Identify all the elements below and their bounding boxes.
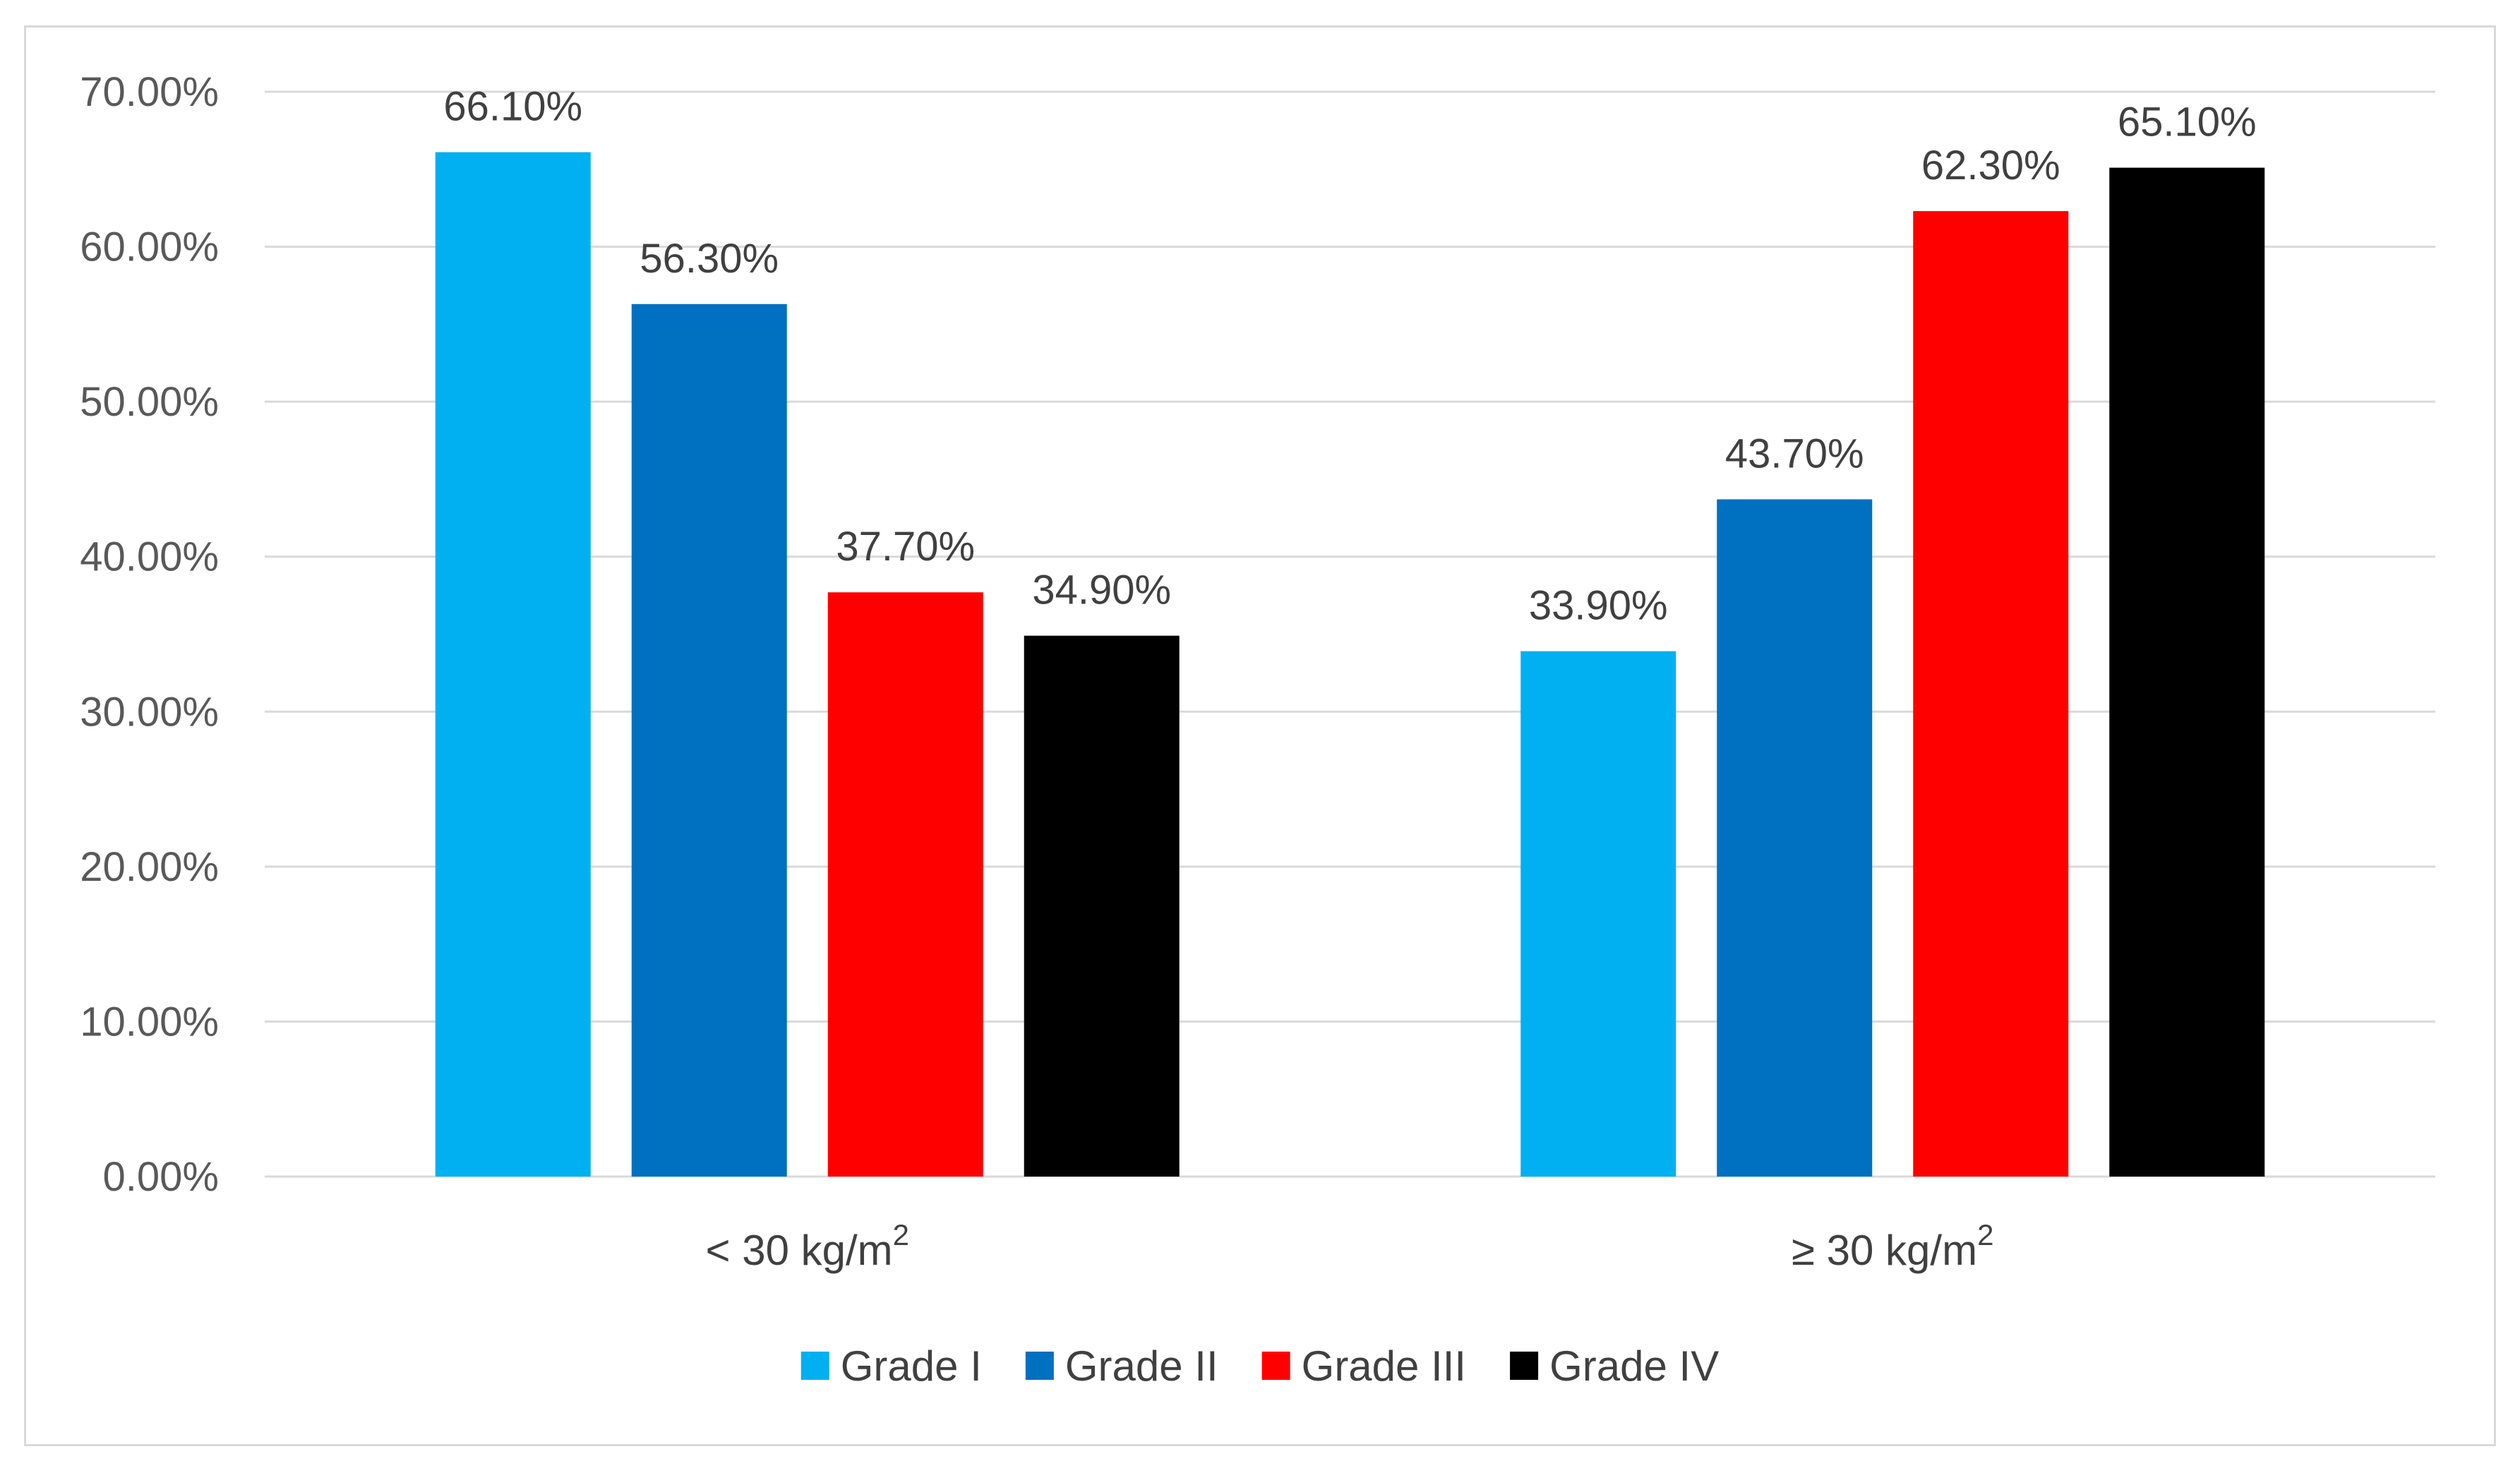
- data-label: 56.30%: [640, 236, 779, 282]
- bar-grade-i-cat-1: [1520, 651, 1676, 1177]
- y-tick-label: 20.00%: [80, 844, 219, 890]
- data-label: 62.30%: [1921, 143, 2060, 188]
- legend-label: Grade I: [841, 1342, 982, 1390]
- bar-grade-ii-cat-0: [631, 303, 787, 1177]
- legend-swatch: [1510, 1352, 1539, 1380]
- legend-swatch: [1025, 1352, 1054, 1380]
- y-tick-label: 30.00%: [80, 689, 219, 735]
- x-axis-category-labels: < 30 kg/m2 ≥ 30 kg/m2: [706, 1218, 1994, 1274]
- data-labels: 66.10% 56.30% 37.70% 34.90% 33.90% 43.70% 62.3…: [443, 84, 2256, 629]
- gridlines: [265, 90, 2435, 1178]
- data-label: 65.10%: [2118, 100, 2257, 145]
- data-label: 34.90%: [1032, 567, 1171, 613]
- bar-grade-iv-cat-0: [1024, 635, 1180, 1177]
- bar-grade-iii-cat-1: [1913, 211, 2069, 1177]
- y-tick-label: 0.00%: [103, 1154, 219, 1200]
- legend-label: Grade II: [1065, 1342, 1218, 1390]
- y-tick-label: 70.00%: [80, 69, 219, 115]
- y-tick-label: 50.00%: [80, 379, 219, 425]
- x-category-label: ≥ 30 kg/m2: [1792, 1218, 1993, 1274]
- bars: [435, 152, 2265, 1177]
- bar-grade-iv-cat-1: [2109, 167, 2265, 1177]
- data-label: 43.70%: [1725, 431, 1864, 476]
- bar-grade-iii-cat-0: [827, 592, 983, 1177]
- data-label: 33.90%: [1529, 583, 1668, 629]
- legend-swatch: [1261, 1352, 1290, 1380]
- legend-label: Grade IV: [1549, 1342, 1719, 1390]
- x-category-label-text: < 30 kg/m: [706, 1227, 893, 1274]
- y-tick-label: 10.00%: [80, 999, 219, 1045]
- x-category-superscript: 2: [893, 1218, 909, 1251]
- x-category-label-text: ≥ 30 kg/m: [1792, 1227, 1977, 1274]
- y-tick-label: 40.00%: [80, 534, 219, 580]
- legend-item-grade-ii: Grade II: [1025, 1342, 1218, 1390]
- bar-grade-ii-cat-1: [1717, 499, 1873, 1177]
- bar-grade-i-cat-0: [435, 152, 591, 1177]
- x-category-label: < 30 kg/m2: [706, 1218, 910, 1274]
- legend-label: Grade III: [1302, 1342, 1466, 1390]
- y-tick-label: 60.00%: [80, 224, 219, 270]
- legend-item-grade-iii: Grade III: [1261, 1342, 1466, 1390]
- legend-swatch: [800, 1352, 829, 1380]
- y-axis-tick-labels: 0.00% 10.00% 20.00% 30.00% 40.00% 50.00% 60.00…: [80, 69, 219, 1200]
- legend-item-grade-i: Grade I: [800, 1342, 982, 1390]
- legend-item-grade-iv: Grade IV: [1510, 1342, 1719, 1390]
- data-label: 37.70%: [836, 524, 975, 570]
- data-label: 66.10%: [443, 84, 582, 130]
- x-category-superscript: 2: [1977, 1218, 1993, 1251]
- legend: Grade I Grade II Grade III Grade IV: [800, 1342, 1719, 1390]
